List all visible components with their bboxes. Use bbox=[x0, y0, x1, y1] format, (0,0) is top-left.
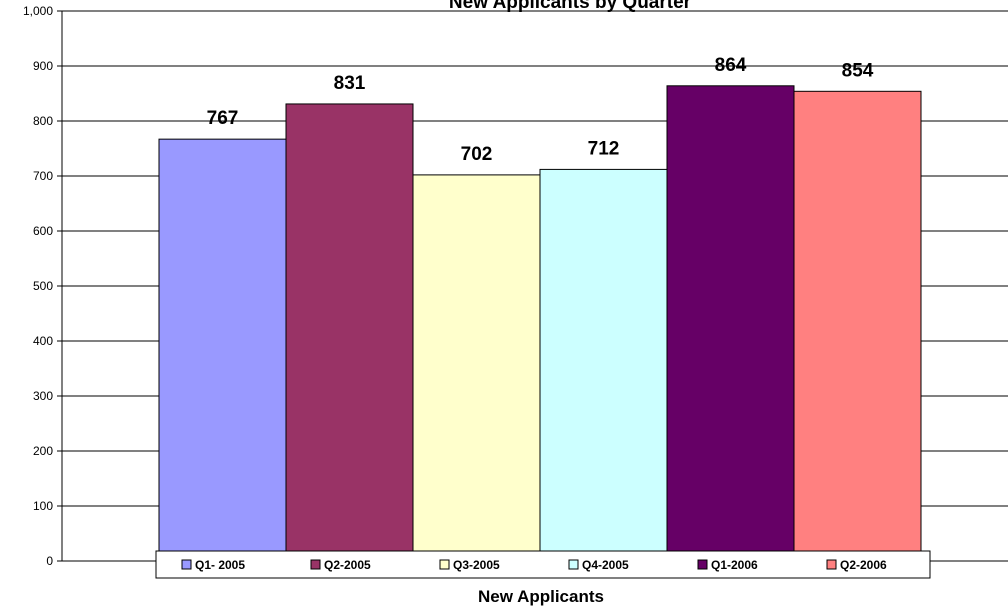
y-tick-label: 800 bbox=[33, 114, 53, 128]
legend-box bbox=[155, 550, 931, 579]
legend-entry: Q1-2006 bbox=[711, 558, 758, 572]
legend-swatch bbox=[439, 559, 450, 570]
y-tick-label: 600 bbox=[33, 224, 53, 238]
legend-entry: Q2-2006 bbox=[840, 558, 887, 572]
y-tick-label: 300 bbox=[33, 389, 53, 403]
legend-swatch bbox=[697, 559, 708, 570]
data-label: 712 bbox=[588, 138, 620, 159]
legend-entry: Q4-2005 bbox=[582, 558, 629, 572]
legend-swatch bbox=[310, 559, 321, 570]
y-tick-label: 900 bbox=[33, 59, 53, 73]
legend-swatch bbox=[568, 559, 579, 570]
legend-entry: Q1- 2005 bbox=[195, 558, 245, 572]
y-tick-label: 200 bbox=[33, 444, 53, 458]
bar bbox=[539, 168, 668, 562]
legend-swatch bbox=[181, 559, 192, 570]
bar bbox=[412, 174, 541, 562]
bar bbox=[666, 85, 795, 562]
data-label: 854 bbox=[842, 60, 874, 81]
legend: Q1- 2005 Q2-2005 Q3-2005 Q4-2005 Q1-2006 Q2-2… bbox=[155, 550, 931, 579]
legend-swatch bbox=[826, 559, 837, 570]
data-label: 864 bbox=[715, 55, 747, 76]
bar bbox=[793, 90, 922, 562]
legend-entry: Q2-2005 bbox=[324, 558, 371, 572]
y-tick-label: 700 bbox=[33, 169, 53, 183]
data-label: 831 bbox=[334, 73, 366, 94]
y-tick-label: 0 bbox=[46, 554, 53, 568]
bars bbox=[158, 85, 922, 562]
y-tick-label: 400 bbox=[33, 334, 53, 348]
y-tick-label: 500 bbox=[33, 279, 53, 293]
legend-entry: Q3-2005 bbox=[453, 558, 500, 572]
data-label: 702 bbox=[461, 144, 493, 165]
x-axis-label: New Applicants bbox=[478, 587, 604, 606]
bar bbox=[285, 103, 414, 562]
bar bbox=[158, 138, 287, 562]
y-tick-label: 1,000 bbox=[23, 4, 53, 18]
data-label: 767 bbox=[207, 108, 239, 129]
y-tick-label: 100 bbox=[33, 499, 53, 513]
chart-title: New Applicants by Quarter bbox=[449, 0, 692, 13]
data-labels: 767 831 702 712 864 854 bbox=[207, 55, 874, 165]
